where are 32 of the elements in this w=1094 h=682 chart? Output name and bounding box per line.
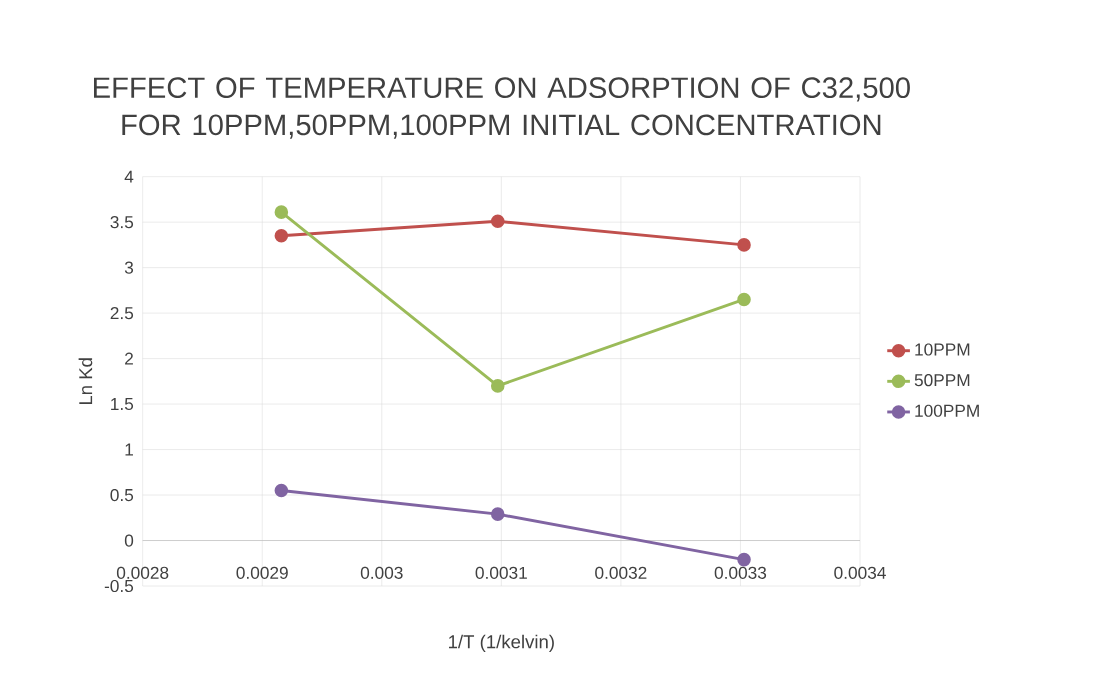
point — [274, 229, 289, 243]
y-tick-label: 0 — [124, 534, 134, 547]
point — [490, 379, 505, 393]
x-tick-label: 0.0032 — [595, 566, 647, 579]
point — [737, 292, 751, 307]
legend-label: 100PPM — [915, 404, 979, 417]
y-tick-label: 4 — [124, 170, 134, 183]
point — [737, 552, 751, 567]
x-tick-label: 0.003 — [360, 566, 403, 579]
point — [737, 238, 751, 252]
y-tick-label: 3 — [124, 261, 134, 274]
x-axis-title: 1/T (1/kelvin) — [449, 634, 554, 653]
y-tick-label: 2 — [125, 352, 133, 365]
point — [274, 483, 289, 498]
point — [274, 205, 289, 219]
x-tick-label: 0.0034 — [834, 566, 886, 579]
y-tick-label: 2.5 — [110, 306, 134, 320]
y-axis-title: Ln Kd — [78, 358, 93, 405]
point — [490, 507, 505, 521]
x-tick-label: 0.0031 — [475, 566, 527, 579]
x-tick-label: 0.0033 — [714, 566, 767, 579]
point — [490, 214, 505, 229]
x-tick-label: 0.0028 — [116, 566, 169, 579]
chart-title: EFFECT OF TEMPERATURE ON ADSORPTION OF C32,500 FOR 10PPM,50PPM,100PPM INITIAL CONCENTRATION — [94, 77, 910, 139]
x-tick-label: 0.0029 — [236, 566, 288, 579]
y-tick-label: 1 — [125, 443, 133, 456]
y-tick-label: 1.5 — [111, 398, 134, 411]
y-tick-label: 3.5 — [110, 216, 134, 229]
legend-label: 10PPM — [915, 343, 970, 356]
y-tick-label: 0.5 — [110, 488, 134, 502]
legend-label: 50PPM — [914, 374, 970, 387]
y-tick-label: -0.5 — [104, 579, 134, 593]
